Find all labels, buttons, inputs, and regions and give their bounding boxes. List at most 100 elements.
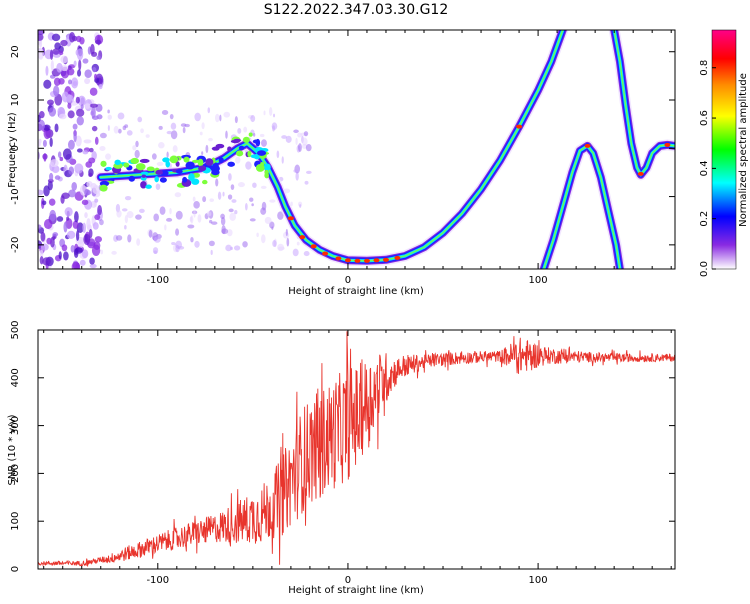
noise-blob — [252, 182, 257, 188]
noise-blob — [60, 195, 65, 204]
noise-blob — [127, 234, 132, 243]
snr-ytick-label: 500 — [10, 320, 21, 339]
noise-blob — [305, 170, 312, 174]
noise-blob — [116, 209, 122, 218]
noise-blob — [293, 169, 299, 173]
noise-blob — [99, 132, 107, 139]
noise-blob — [97, 204, 102, 216]
ridge-speckle — [183, 156, 190, 163]
noise-blob — [62, 148, 72, 160]
noise-blob — [135, 214, 142, 220]
noise-blob — [182, 126, 186, 134]
ridge-speckle — [255, 138, 261, 147]
noise-blob — [159, 206, 166, 215]
noise-blob — [170, 122, 177, 130]
ridge-speckle — [175, 161, 180, 167]
ridge-speckle — [260, 161, 265, 168]
noise-blob — [76, 48, 84, 61]
ridge-speckle — [114, 159, 121, 166]
noise-blob — [177, 245, 185, 250]
noise-blob — [148, 229, 153, 238]
noise-blob — [135, 140, 139, 148]
noise-blob — [171, 241, 176, 246]
noise-blob — [94, 214, 101, 221]
noise-blob — [51, 33, 61, 42]
noise-blob — [38, 189, 44, 196]
noise-blob — [81, 199, 89, 206]
ridge-speckle — [205, 158, 214, 166]
noise-blob — [86, 181, 93, 188]
spectrogram-ytick-label: 0 — [10, 145, 21, 151]
noise-blob — [86, 218, 91, 230]
noise-blob — [286, 237, 290, 247]
noise-blob — [41, 200, 47, 206]
spectrogram-ridges — [95, 30, 675, 269]
noise-blob — [49, 159, 59, 168]
noise-blob — [166, 217, 173, 222]
ridge-hotspot — [354, 258, 361, 263]
ridge-hotspot — [335, 256, 342, 261]
noise-blob — [158, 125, 163, 130]
noise-blob — [297, 132, 302, 138]
noise-blob — [49, 137, 53, 148]
noise-blob — [88, 157, 96, 164]
noise-blob — [56, 62, 63, 73]
noise-blob — [202, 196, 207, 203]
ridge-speckle — [185, 161, 195, 170]
noise-blob — [58, 251, 62, 260]
noise-blob — [76, 116, 84, 126]
ridge-hotspot — [584, 143, 591, 148]
spectrogram-frame — [37, 29, 676, 270]
ridge-hotspot — [344, 258, 351, 263]
noise-blob — [84, 212, 88, 219]
noise-blob — [269, 107, 273, 116]
noise-blob — [281, 135, 288, 139]
noise-blob — [74, 211, 79, 223]
ridge-speckle — [202, 179, 208, 185]
noise-blob — [83, 139, 92, 144]
noise-blob — [76, 108, 85, 117]
ridge-speckle — [248, 132, 253, 137]
noise-blob — [126, 211, 134, 219]
noise-blob — [43, 127, 51, 140]
noise-blob — [72, 220, 79, 229]
noise-blob — [222, 191, 225, 197]
noise-blob — [174, 192, 182, 198]
noise-blob — [303, 131, 309, 137]
noise-blob — [225, 130, 228, 139]
ridge-speckle — [99, 184, 108, 192]
noise-blob — [169, 207, 172, 215]
noise-blob — [71, 182, 78, 191]
noise-blob — [89, 147, 94, 153]
noise-blob — [89, 263, 97, 269]
ridge-hotspot — [363, 258, 370, 263]
noise-blob — [227, 194, 233, 200]
noise-blob — [231, 199, 237, 203]
noise-blob — [63, 251, 69, 261]
noise-blob — [73, 60, 77, 67]
noise-blob — [292, 248, 299, 257]
ridge-speckle — [247, 150, 252, 158]
ridge-hotspot — [382, 257, 389, 262]
noise-blob — [166, 130, 173, 135]
ridge-main — [96, 30, 567, 265]
noise-blob — [54, 175, 61, 180]
noise-blob — [92, 67, 97, 73]
ridge-speckle — [182, 176, 188, 183]
noise-blob — [233, 245, 241, 251]
noise-blob — [207, 107, 211, 114]
noise-blob — [84, 188, 90, 196]
ridge-speckle — [212, 162, 219, 169]
noise-blob — [52, 232, 59, 237]
noise-blob — [117, 128, 122, 134]
ridge-hotspot — [394, 255, 401, 260]
ridge-speckle — [139, 158, 150, 164]
noise-blob — [295, 172, 299, 181]
ridge-hotspot — [322, 251, 329, 256]
noise-blob — [295, 137, 298, 146]
noise-blob — [206, 211, 212, 217]
colorbar-tick-label: 0.6 — [699, 110, 710, 126]
noise-blob — [161, 110, 169, 115]
noise-blob — [50, 60, 54, 72]
